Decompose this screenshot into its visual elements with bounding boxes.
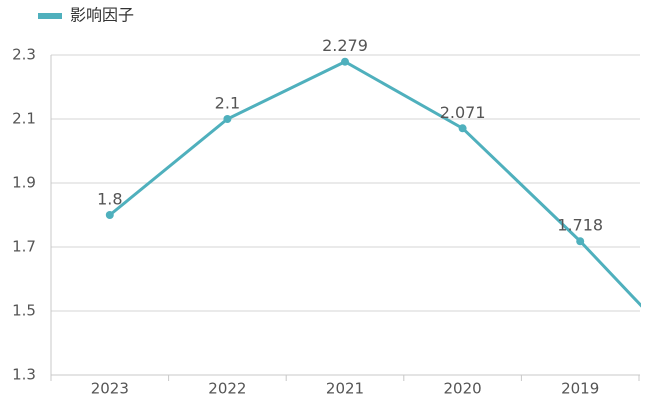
y-tick-label: 1.9: [12, 174, 36, 192]
data-label: 2.1: [215, 94, 240, 113]
y-tick-label: 2.1: [12, 110, 36, 128]
data-label: 2.071: [440, 103, 486, 122]
data-label: 1.8: [97, 190, 122, 209]
point: [341, 57, 349, 66]
y-tick-label: 1.7: [12, 238, 36, 256]
y-tick-label: 2.3: [12, 46, 36, 64]
point: [223, 115, 232, 123]
x-tick-label: 2019: [561, 380, 599, 398]
data-label: 1.718: [557, 216, 603, 235]
point: [105, 211, 114, 219]
x-tick-label: 2023: [91, 380, 129, 398]
point: [458, 124, 467, 133]
y-tick-label: 1.3: [12, 366, 36, 384]
x-tick-label: 2021: [326, 380, 364, 398]
y-tick-label: 1.5: [12, 302, 36, 320]
x-tick-label: 2020: [444, 380, 482, 398]
series-line: [108, 60, 641, 308]
legend-label: 影响因子: [70, 6, 134, 25]
x-tick-label: 2022: [208, 380, 246, 398]
data-label: 2.279: [322, 36, 368, 55]
point: [576, 237, 585, 246]
